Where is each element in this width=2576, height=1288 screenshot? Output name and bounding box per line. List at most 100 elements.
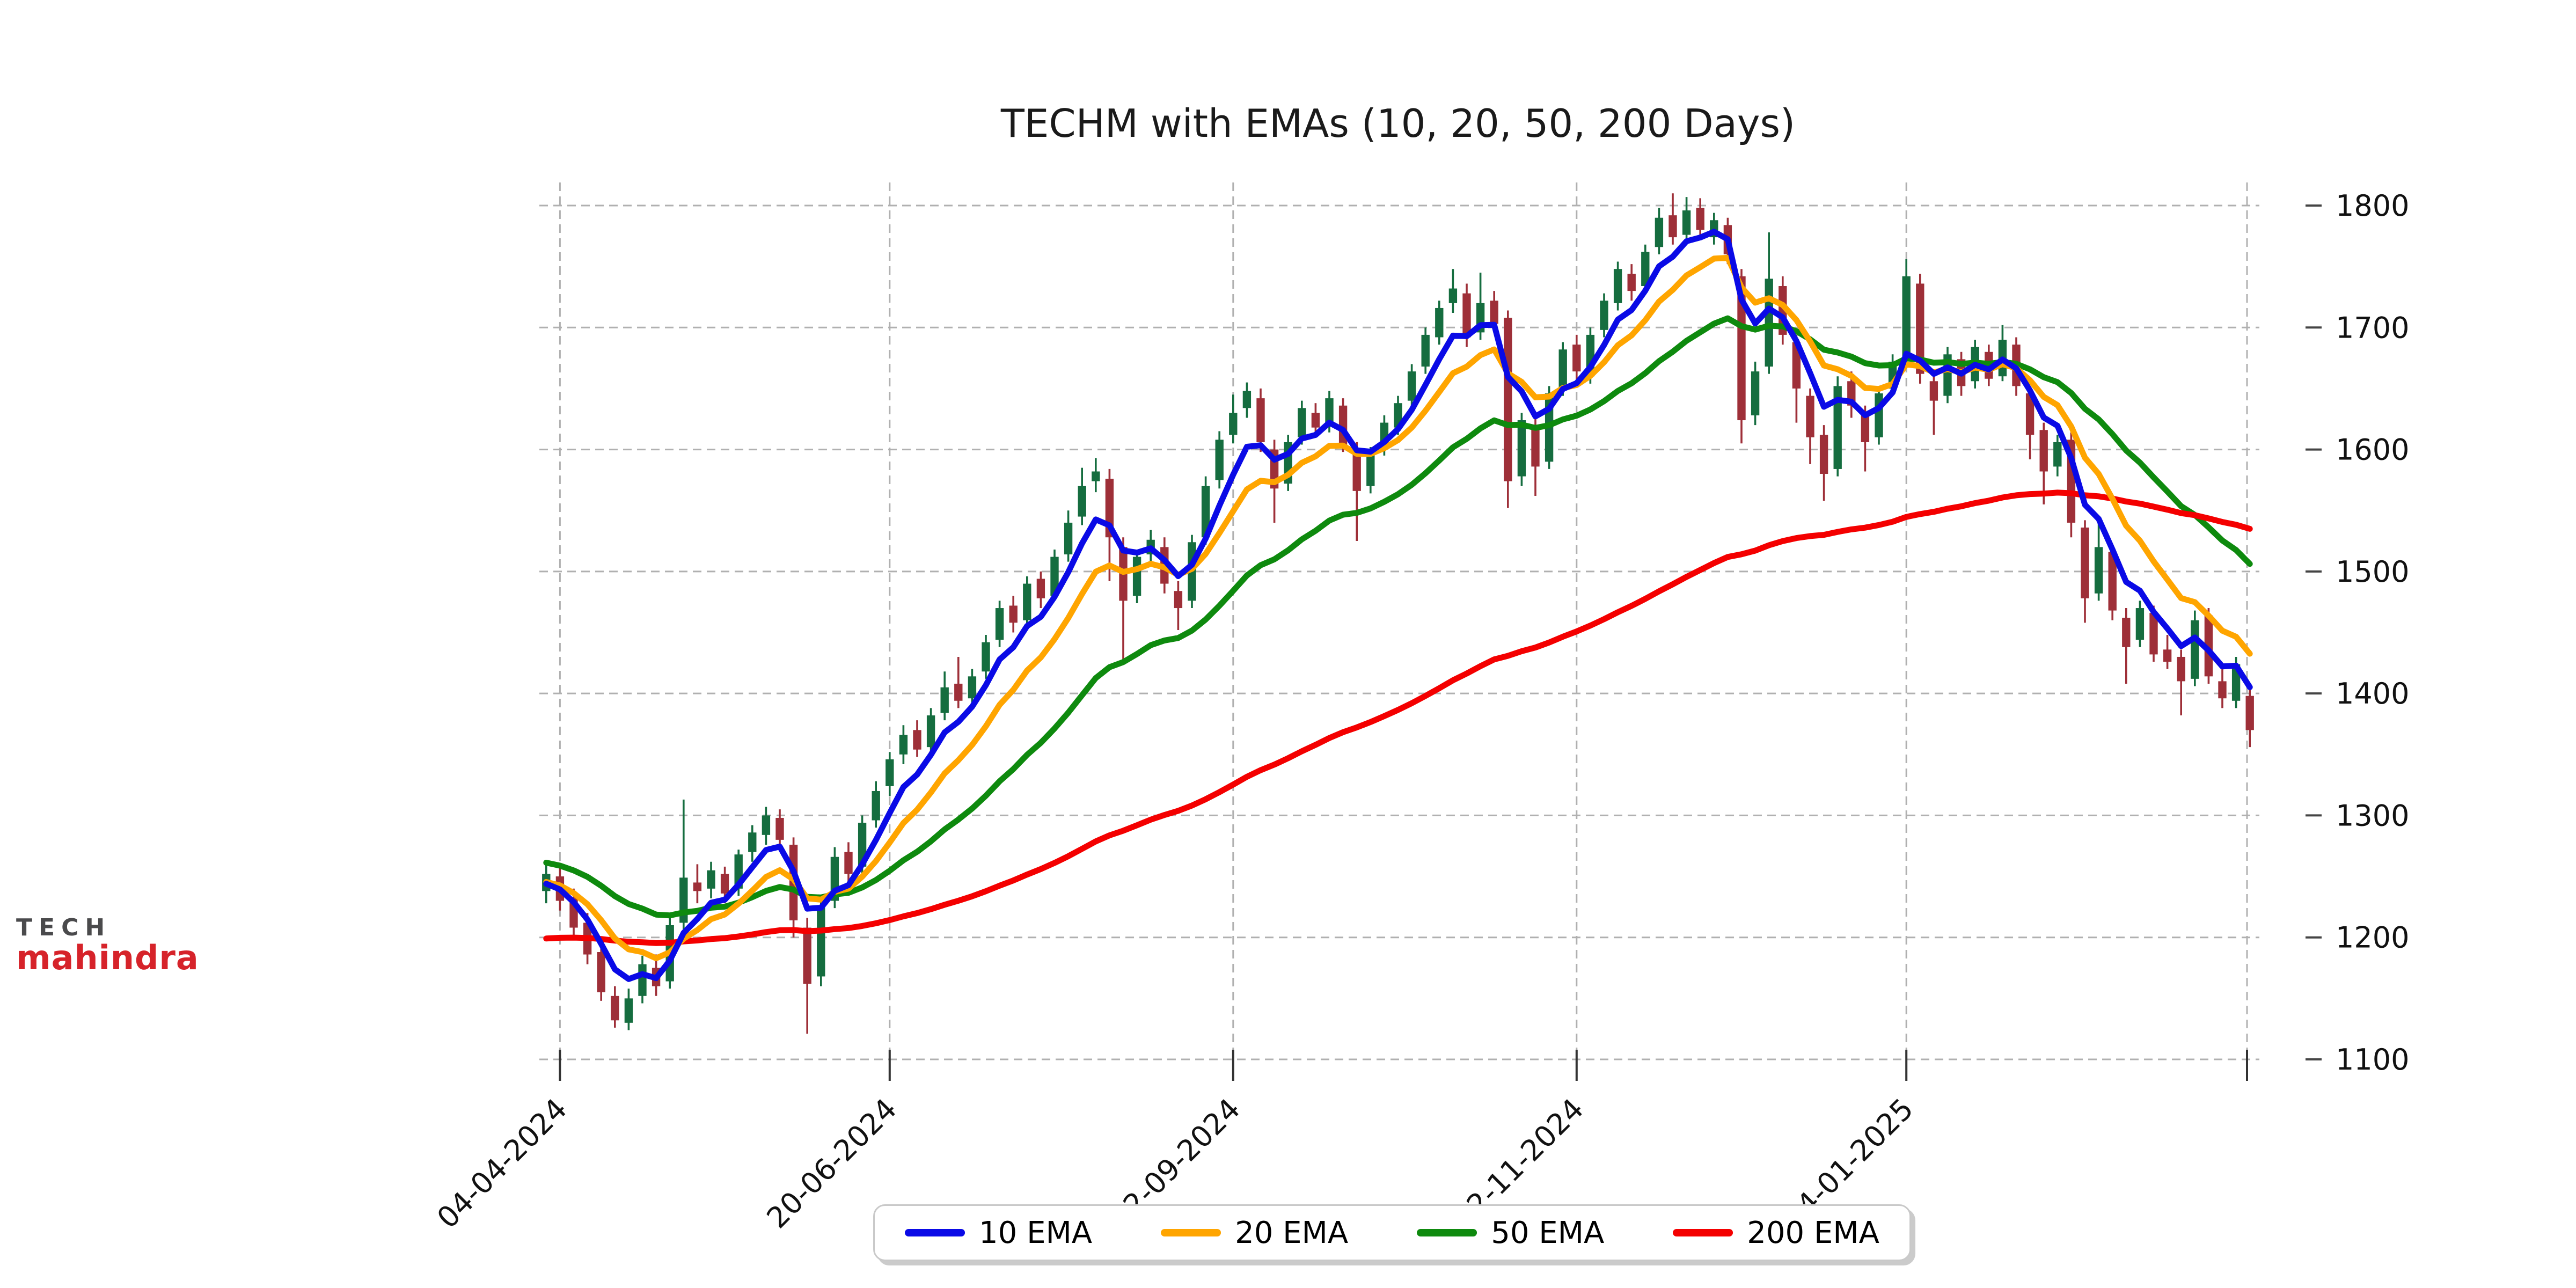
candle-body-down	[1490, 301, 1498, 324]
candle-body-down	[2177, 656, 2185, 682]
ema-line-layer	[543, 229, 2253, 982]
candle-body-up	[1641, 252, 1650, 287]
candle-body-up	[1600, 301, 1608, 330]
grid-layer	[539, 182, 2259, 1060]
candle-body-up	[1682, 210, 1691, 235]
watermark-tech-text: TECH	[16, 914, 112, 941]
candle-body-down	[1627, 274, 1636, 291]
tech-mahindra-watermark: TECH mahindra	[16, 914, 199, 978]
candle-body-up	[624, 998, 633, 1023]
candle-body-down	[2025, 393, 2035, 435]
candle-body-down	[913, 730, 921, 750]
y-tick-label: 1800	[2336, 189, 2409, 223]
candle-body-down	[611, 996, 619, 1021]
candle-body-down	[1256, 398, 1265, 442]
legend-item-50-ema: 50 EMA	[1417, 1216, 1604, 1250]
legend-label: 50 EMA	[1491, 1215, 1605, 1250]
legend-label: 200 EMA	[1747, 1215, 1879, 1250]
chart-title: TECHM with EMAs (10, 20, 50, 200 Days)	[1000, 101, 1795, 146]
candle-body-up	[1078, 486, 1086, 517]
candle-body-up	[2135, 608, 2145, 640]
candle-body-up	[1435, 308, 1444, 338]
candle-body-up	[885, 759, 894, 786]
ema-line-200-ema	[543, 489, 2253, 946]
candle-body-up	[748, 832, 757, 852]
candle-body-up	[1751, 371, 1760, 415]
legend-item-200-ema: 200 EMA	[1673, 1216, 1879, 1250]
candle-body-down	[1696, 208, 1704, 230]
candle-body-down	[2204, 615, 2213, 677]
candle-body-down	[1462, 293, 1471, 338]
candle-body-up	[2094, 547, 2103, 594]
legend-item-10-ema: 10 EMA	[905, 1216, 1092, 1250]
candle-body-up	[762, 815, 771, 835]
watermark-mahindra-text: mahindra	[16, 938, 199, 978]
candle-body-down	[2218, 681, 2227, 699]
candle-body-up	[940, 687, 949, 713]
candle-body-up	[1875, 393, 1883, 437]
y-tick-label: 1500	[2336, 555, 2409, 589]
candle-body-down	[2245, 696, 2254, 730]
candle-body-up	[1558, 349, 1567, 389]
candle-body-down	[803, 927, 811, 984]
candle-body-up	[1132, 557, 1141, 596]
candle-body-up	[1421, 334, 1430, 367]
y-tick-label: 1700	[2336, 311, 2409, 345]
candle-body-down	[1916, 283, 1924, 374]
candle-body-up	[1050, 557, 1059, 596]
candle-body-down	[1929, 381, 1938, 401]
candle-body-down	[1009, 605, 1018, 623]
y-tick-label: 1100	[2336, 1043, 2409, 1077]
candle-body-up	[1242, 391, 1252, 408]
candle-body-up	[1298, 408, 1306, 437]
candle-body-down	[1819, 435, 1828, 474]
y-tick-label: 1200	[2336, 921, 2409, 955]
candle-body-up	[1655, 217, 1664, 247]
legend-label: 20 EMA	[1235, 1215, 1349, 1250]
candle-body-down	[1806, 396, 1814, 437]
candle-body-down	[844, 852, 853, 874]
candle-body-down	[1861, 413, 1870, 442]
legend: 10 EMA 20 EMA 50 EMA 200 EMA	[873, 1204, 1911, 1261]
candle-body-up	[817, 905, 825, 977]
candle-body-down	[1036, 579, 1045, 598]
candle-body-up	[2053, 442, 2062, 467]
candle-body-down	[2039, 430, 2048, 472]
candle-body-up	[968, 676, 977, 699]
candle-body-up	[1023, 583, 1031, 620]
candle-body-up	[982, 642, 990, 672]
candle-body-down	[693, 882, 702, 891]
legend-item-20-ema: 20 EMA	[1161, 1216, 1348, 1250]
candle-body-up	[1407, 371, 1416, 401]
axis-tick-layer	[559, 204, 2322, 1081]
candle-body-up	[872, 791, 880, 821]
y-tick-label: 1300	[2336, 799, 2409, 832]
y-tick-label: 1400	[2336, 677, 2409, 711]
candle-body-up	[1201, 486, 1210, 538]
candle-layer	[542, 193, 2254, 1034]
candle-body-up	[1448, 288, 1458, 303]
candle-body-down	[2122, 618, 2131, 647]
candle-body-up	[899, 735, 908, 755]
y-tick-label: 1600	[2336, 433, 2409, 467]
axis-label-layer: 1800 1700 1600 1500 1400 1300 1200 1100 04-04-20…	[430, 189, 2409, 1235]
legend-label: 10 EMA	[979, 1215, 1093, 1250]
candle-body-down	[1311, 413, 1320, 428]
legend-swatch-50-ema	[1417, 1229, 1477, 1236]
candle-body-down	[2081, 528, 2089, 598]
candle-body-up	[1229, 413, 1238, 435]
candle-body-down	[1792, 342, 1801, 389]
candle-body-down	[954, 683, 963, 701]
candle-body-down	[1531, 427, 1540, 467]
candle-body-down	[2108, 552, 2117, 611]
candle-body-down	[1737, 276, 1746, 421]
candle-body-down	[1572, 345, 1581, 372]
candle-body-up	[1613, 269, 1622, 303]
candle-body-up	[1366, 454, 1375, 486]
candle-body-up	[1064, 522, 1073, 555]
legend-swatch-20-ema	[1161, 1229, 1221, 1236]
candle-body-up	[995, 608, 1004, 640]
candle-body-up	[638, 964, 647, 996]
